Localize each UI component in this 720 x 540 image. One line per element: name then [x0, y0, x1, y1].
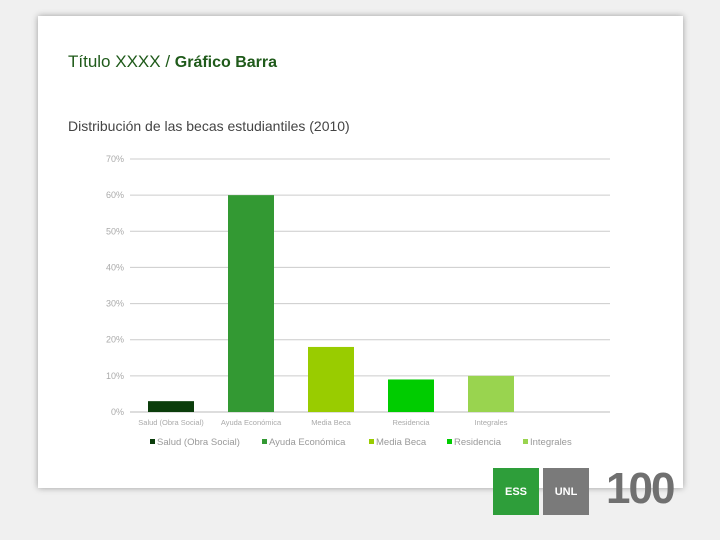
y-tick-label: 0%: [111, 407, 124, 417]
ess-logo: ESS: [493, 468, 539, 515]
slide-title-bold: Gráfico Barra: [174, 54, 278, 71]
bar: [148, 401, 194, 412]
legend-swatch: [523, 439, 528, 444]
chart-title: Distribución de las becas estudiantiles …: [68, 118, 350, 134]
legend-label: Ayuda Económica: [269, 437, 346, 448]
legend-swatch: [150, 439, 155, 444]
legend-swatch: [369, 439, 374, 444]
slide-title-main: Título XXXX /: [68, 52, 175, 71]
legend-label: Media Beca: [376, 437, 427, 448]
y-tick-label: 70%: [106, 154, 124, 164]
x-tick-label: Salud (Obra Social): [138, 418, 204, 427]
bar: [308, 346, 354, 412]
y-tick-label: 50%: [106, 226, 124, 236]
x-tick-label: Media Beca: [311, 418, 351, 427]
unl-logo: UNL: [543, 468, 589, 515]
bar: [468, 375, 514, 412]
bar: [388, 379, 434, 412]
y-tick-label: 10%: [106, 371, 124, 381]
legend-label: Residencia: [454, 437, 502, 448]
y-tick-label: 60%: [106, 190, 124, 200]
legend-swatch: [262, 439, 267, 444]
bar: [228, 195, 274, 412]
hundred-logo: 100: [606, 464, 675, 513]
x-tick-label: Ayuda Económica: [221, 418, 282, 427]
slide-card: [38, 16, 683, 488]
y-tick-label: 30%: [106, 299, 124, 309]
x-tick-label: Integrales: [475, 418, 508, 427]
legend-label: Salud (Obra Social): [157, 437, 240, 448]
legend-label: Integrales: [530, 437, 572, 448]
x-tick-label: Residencia: [392, 418, 430, 427]
legend-swatch: [447, 439, 452, 444]
y-tick-label: 20%: [106, 335, 124, 345]
slide-title: Título XXXX / Gráfico Barra: [68, 52, 277, 72]
y-tick-label: 40%: [106, 262, 124, 272]
